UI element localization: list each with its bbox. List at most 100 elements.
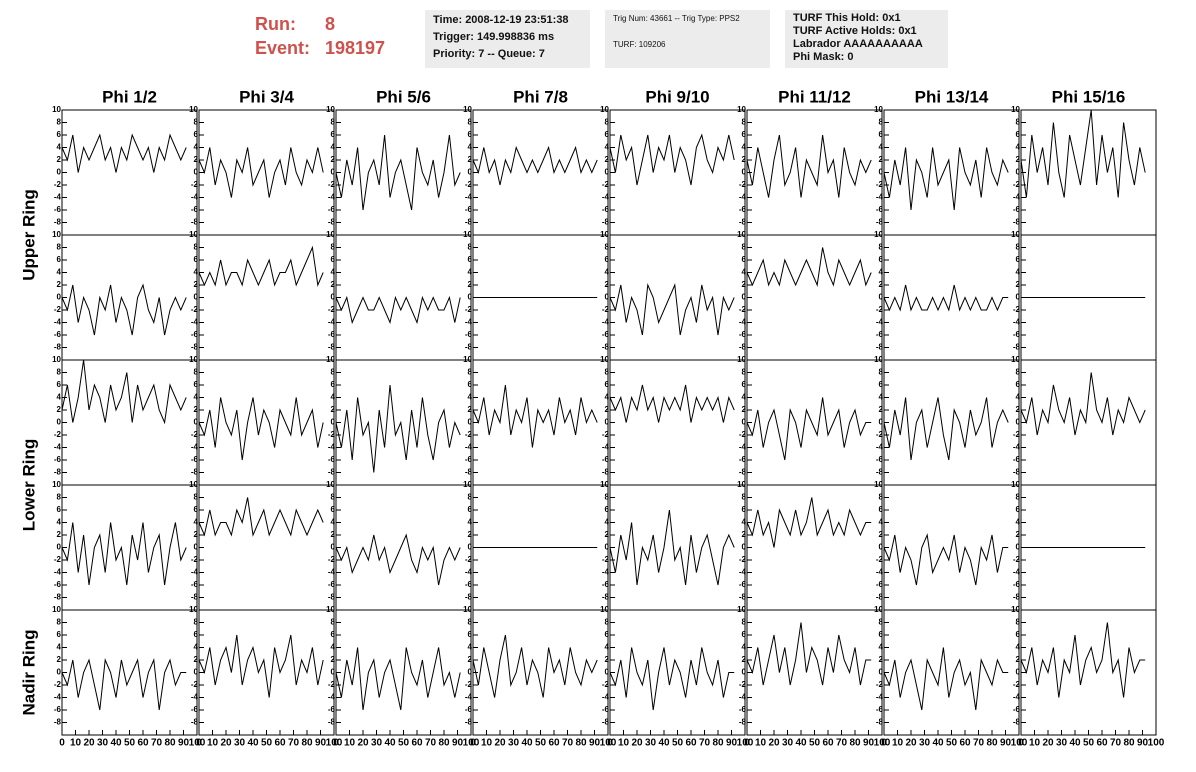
- y-tick-label: 6: [57, 255, 62, 264]
- y-tick-label: -6: [602, 455, 610, 464]
- panel-frame: [335, 234, 472, 361]
- y-tick-label: -2: [465, 180, 473, 189]
- y-tick-label: -2: [876, 680, 884, 689]
- y-tick-label: 10: [189, 480, 198, 489]
- y-tick-label: 6: [879, 255, 884, 264]
- y-tick-label: 2: [1016, 655, 1021, 664]
- y-tick-label: -8: [465, 343, 473, 352]
- info-box: TURF This Hold: 0x1 TURF Active Holds: 0…: [785, 10, 948, 68]
- panel-frame: [1020, 609, 1157, 736]
- y-tick-label: -8: [54, 343, 62, 352]
- y-tick-label: 0: [57, 293, 62, 302]
- y-tick-label: 0: [331, 418, 336, 427]
- y-tick-label: 0: [1016, 668, 1021, 677]
- x-tick-label: 0: [1018, 738, 1024, 749]
- y-tick-label: 0: [57, 418, 62, 427]
- y-tick-label: 10: [600, 480, 609, 489]
- x-tick-label: 20: [905, 738, 917, 749]
- panel-frame: [609, 109, 746, 236]
- y-tick-label: 0: [194, 293, 199, 302]
- y-tick-label: -6: [602, 330, 610, 339]
- y-tick-label: 6: [742, 255, 747, 264]
- y-tick-label: 6: [1016, 130, 1021, 139]
- x-tick-label: 60: [1096, 738, 1108, 749]
- y-tick-label: 0: [194, 543, 199, 552]
- waveform: [1020, 622, 1146, 698]
- y-tick-label: 10: [463, 605, 472, 614]
- y-tick-label: -2: [328, 305, 336, 314]
- y-tick-label: 0: [879, 293, 884, 302]
- x-tick-label: 60: [548, 738, 560, 749]
- y-tick-label: 4: [1016, 643, 1021, 652]
- y-tick-label: 10: [326, 230, 335, 239]
- y-tick-label: 10: [1011, 230, 1020, 239]
- panel-frame: [883, 609, 1020, 736]
- y-tick-label: -4: [602, 318, 610, 327]
- waveform: [61, 522, 187, 586]
- x-tick-label: 30: [234, 738, 246, 749]
- waveform: [198, 634, 324, 698]
- panel-frame: [61, 234, 198, 361]
- y-tick-label: 10: [189, 355, 198, 364]
- x-tick-label: 20: [83, 738, 95, 749]
- y-tick-label: -4: [1013, 693, 1021, 702]
- y-tick-label: 6: [1016, 380, 1021, 389]
- panel-frame: [746, 109, 883, 236]
- x-tick-label: 60: [959, 738, 971, 749]
- y-tick-label: 4: [742, 518, 747, 527]
- y-tick-label: -2: [465, 555, 473, 564]
- x-tick-label: 90: [178, 738, 190, 749]
- y-tick-label: 2: [57, 155, 62, 164]
- x-tick-label: 90: [1137, 738, 1149, 749]
- y-tick-label: 0: [742, 168, 747, 177]
- waveform: [198, 147, 324, 198]
- y-tick-label: -6: [54, 705, 62, 714]
- y-tick-label: -6: [328, 455, 336, 464]
- y-tick-label: -4: [465, 693, 473, 702]
- y-tick-label: -8: [54, 218, 62, 227]
- y-tick-label: -8: [876, 593, 884, 602]
- y-tick-label: 0: [194, 168, 199, 177]
- y-tick-label: 6: [331, 130, 336, 139]
- y-tick-label: 10: [600, 605, 609, 614]
- info-line: Labrador AAAAAAAAAA: [793, 38, 923, 50]
- y-tick-label: 6: [468, 255, 473, 264]
- y-tick-label: 8: [1016, 118, 1021, 127]
- y-tick-label: 6: [468, 630, 473, 639]
- y-tick-label: -6: [465, 205, 473, 214]
- y-tick-label: 10: [326, 105, 335, 114]
- y-tick-label: 8: [879, 118, 884, 127]
- y-tick-label: 10: [874, 355, 883, 364]
- y-tick-label: 4: [194, 143, 199, 152]
- x-tick-label: 100: [189, 738, 206, 749]
- y-tick-label: 4: [1016, 518, 1021, 527]
- y-tick-label: 4: [57, 268, 62, 277]
- y-tick-label: -8: [739, 718, 747, 727]
- y-tick-label: 8: [605, 118, 610, 127]
- x-tick-label: 80: [438, 738, 450, 749]
- x-tick-label: 100: [326, 738, 343, 749]
- info-line: TURF This Hold: 0x1: [793, 12, 901, 24]
- y-tick-label: 6: [605, 255, 610, 264]
- y-tick-label: -6: [876, 455, 884, 464]
- y-tick-label: 2: [468, 530, 473, 539]
- y-tick-label: 4: [605, 518, 610, 527]
- y-tick-label: 6: [742, 380, 747, 389]
- x-tick-label: 30: [645, 738, 657, 749]
- y-tick-label: 0: [879, 168, 884, 177]
- y-tick-label: -4: [465, 193, 473, 202]
- x-tick-label: 60: [822, 738, 834, 749]
- y-tick-label: -2: [739, 180, 747, 189]
- y-tick-label: 6: [605, 380, 610, 389]
- y-tick-label: -2: [54, 430, 62, 439]
- y-tick-label: 2: [1016, 280, 1021, 289]
- x-tick-label: 10: [344, 738, 356, 749]
- y-tick-label: -4: [1013, 568, 1021, 577]
- y-tick-label: 4: [194, 393, 199, 402]
- x-tick-label: 70: [1110, 738, 1122, 749]
- row-title: Lower Ring: [19, 439, 38, 532]
- y-tick-label: 4: [331, 268, 336, 277]
- y-tick-label: 0: [57, 543, 62, 552]
- waveform: [609, 509, 735, 586]
- y-tick-label: -4: [191, 693, 199, 702]
